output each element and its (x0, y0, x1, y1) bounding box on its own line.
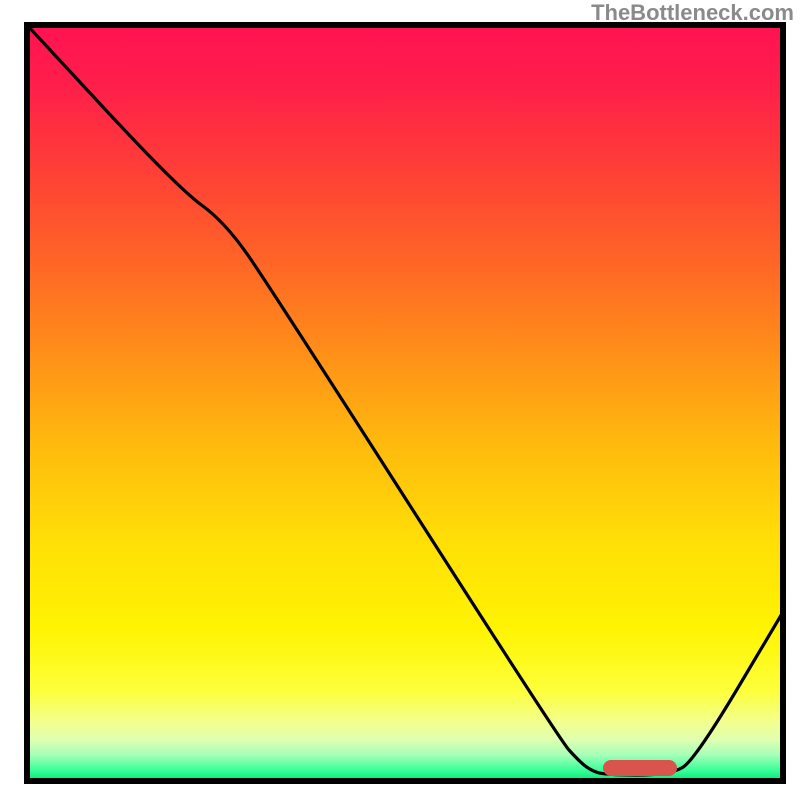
watermark-text: TheBottleneck.com (591, 0, 794, 26)
bottleneck-chart (0, 0, 800, 800)
plot-background (27, 25, 783, 781)
indicator-marker (603, 760, 677, 776)
chart-container: TheBottleneck.com (0, 0, 800, 800)
